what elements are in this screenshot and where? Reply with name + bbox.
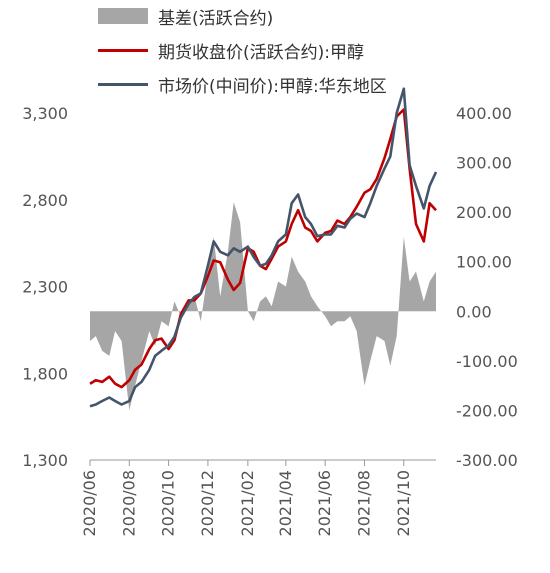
y-left-tick-label: 1,800	[22, 364, 68, 383]
x-tick-label: 2020/10	[159, 470, 178, 536]
x-tick-label: 2021/02	[238, 470, 257, 536]
x-tick-label: 2021/10	[394, 470, 413, 536]
basis-area-layer	[90, 202, 436, 411]
price-line-layer	[89, 87, 438, 408]
y-right-tick-label: -200.00	[456, 401, 518, 420]
y-right-tick-label: 200.00	[456, 203, 512, 222]
legend-swatch-spot	[98, 82, 148, 86]
x-tick-layer: 2020/06 2020/08 2020/10 2020/12 2021/02 2021/…	[80, 460, 413, 536]
y-right-tick-label: 100.00	[456, 253, 512, 272]
legend-label-futures: 期货收盘价(活跃合约):甲醇	[158, 42, 364, 63]
legend-label-basis: 基差(活跃合约)	[158, 8, 274, 29]
x-tick-label: 2020/06	[80, 470, 99, 536]
legend-item-spot: 市场价(中间价):甲醇:华东地区	[98, 70, 387, 98]
y-right-tick-label: 400.00	[456, 104, 512, 123]
y-right-tick-label: 0.00	[456, 302, 492, 321]
y-left-axis: 1,300 1,800 2,300 2,800 3,300	[22, 104, 68, 470]
legend-item-basis: 基差(活跃合约)	[98, 2, 273, 30]
y-left-tick-label: 1,300	[22, 451, 68, 470]
y-left-tick-label: 3,300	[22, 104, 68, 123]
y-right-tick-label: -100.00	[456, 352, 518, 371]
spot-price-line	[89, 87, 438, 408]
x-tick-label: 2021/08	[354, 470, 373, 536]
y-left-tick-label: 2,300	[22, 278, 68, 297]
y-right-axis: -300.00 -200.00 -100.00 0.00 100.00 200.00 300…	[456, 104, 518, 470]
legend-item-futures: 期货收盘价(活跃合约):甲醇	[98, 36, 364, 64]
y-left-tick-label: 2,800	[22, 191, 68, 210]
legend-swatch-basis	[98, 8, 148, 24]
x-tick-label: 2021/06	[315, 470, 334, 536]
x-tick-label: 2020/08	[119, 470, 138, 536]
y-right-tick-label: -300.00	[456, 451, 518, 470]
y-right-tick-label: 300.00	[456, 154, 512, 173]
x-tick-label: 2020/12	[198, 470, 217, 536]
futures-price-line	[89, 108, 437, 389]
x-tick-label: 2021/04	[276, 470, 295, 536]
legend-label-spot: 市场价(中间价):甲醇:华东地区	[158, 76, 387, 97]
basis-area	[90, 202, 436, 411]
legend-swatch-futures	[98, 48, 148, 52]
